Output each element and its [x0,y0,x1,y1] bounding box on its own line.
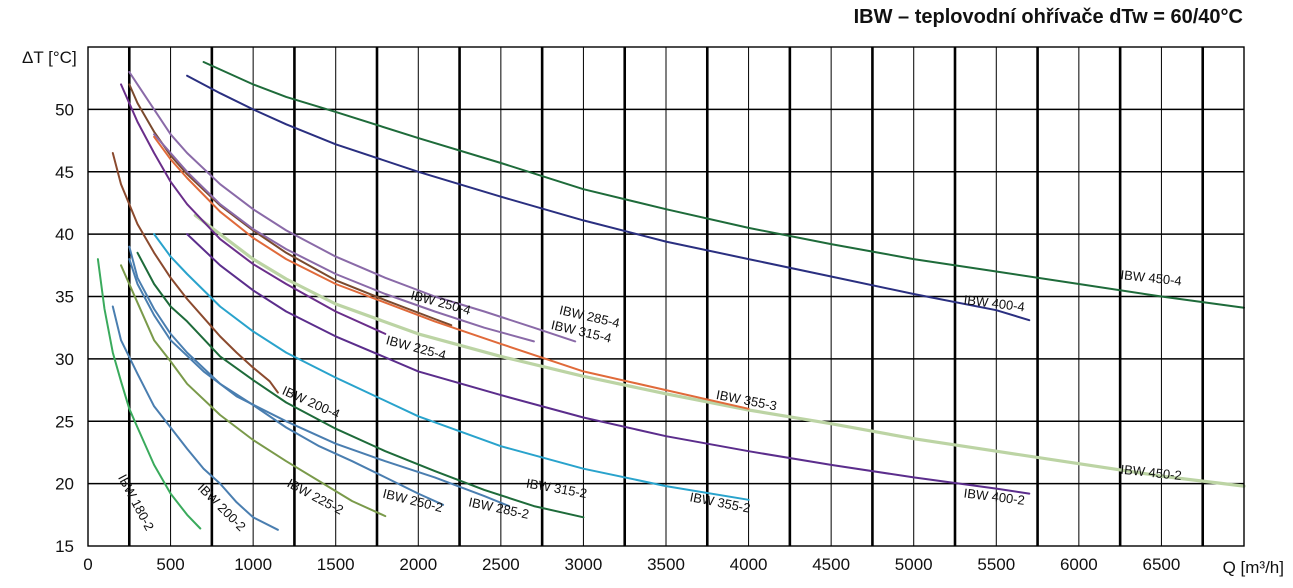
series-line-ibw-180-2 [96,258,202,530]
curve-label-ibw-285-2: IBW 285-2 [467,494,530,521]
curve-labels: IBW 180-2 IBW 200-2 IBW 225-2 IBW 250-2 IBW … [115,267,1182,534]
x-tick-label: 3000 [565,555,603,574]
x-tick-label: 3500 [647,555,685,574]
x-tick-label: 1000 [234,555,272,574]
y-tick-label: 40 [55,225,74,244]
chart-title: IBW – teplovodní ohřívače dTw = 60/40°C [853,6,1243,28]
axes: 0 500 1000 1500 2000 2500 3000 3500 4000 4500 5000… [55,46,1245,574]
series-line-ibw-355-2 [153,233,750,501]
y-tick-label: 20 [55,475,74,494]
x-tick-label: 1500 [317,555,355,574]
curve-label-ibw-225-4: IBW 225-4 [384,332,447,362]
series-line-ibw-225-2 [120,264,387,518]
grid [88,47,1244,546]
curves [96,61,1246,531]
y-tick-label: 50 [55,100,74,119]
x-tick-label: 0 [83,555,92,574]
series-line-ibw-450-2 [193,213,1246,488]
y-tick-label: 30 [55,350,74,369]
series-line-ibw-355-3 [153,135,750,410]
series-line-ibw-200-4 [111,152,279,394]
y-tick-label: 15 [55,537,74,556]
series-line-ibw-400-2 [186,233,1031,495]
series-line-ibw-315-4 [153,133,535,343]
curve-label-ibw-400-4: IBW 400-4 [963,292,1026,314]
x-tick-label: 6500 [1143,555,1181,574]
series-line-ibw-400-4 [186,74,1031,322]
y-tick-label: 35 [55,288,74,307]
series-line-ibw-225-4 [120,83,387,335]
x-tick-label: 500 [156,555,184,574]
x-tick-label: 4000 [730,555,768,574]
y-axis-label: ΔT [°C] [22,48,77,67]
curve-label-ibw-400-2: IBW 400-2 [963,485,1026,507]
series-line-ibw-315-2 [136,251,585,519]
curve-label-ibw-355-2: IBW 355-2 [689,489,752,515]
x-tick-label: 5500 [977,555,1015,574]
y-tick-label: 45 [55,163,74,182]
curve-label-ibw-315-2: IBW 315-2 [525,476,588,501]
series-line-ibw-285-4 [128,71,577,343]
series-line-ibw-200-2 [111,305,279,531]
x-axis-label: Q [m³/h] [1223,558,1284,577]
x-tick-label: 5000 [895,555,933,574]
curve-label-ibw-450-4: IBW 450-4 [1120,267,1183,288]
x-tick-label: 2000 [399,555,437,574]
series-line-ibw-285-2 [128,258,511,508]
curve-label-ibw-450-2: IBW 450-2 [1120,462,1183,483]
series-line-ibw-450-4 [202,61,1245,309]
curve-label-ibw-180-2: IBW 180-2 [115,472,157,533]
plot-frame [87,46,1245,547]
series-line-ibw-250-4 [128,83,453,327]
y-tick-label: 25 [55,412,74,431]
x-tick-label: 6000 [1060,555,1098,574]
x-tick-label: 2500 [482,555,520,574]
x-tick-label: 4500 [812,555,850,574]
